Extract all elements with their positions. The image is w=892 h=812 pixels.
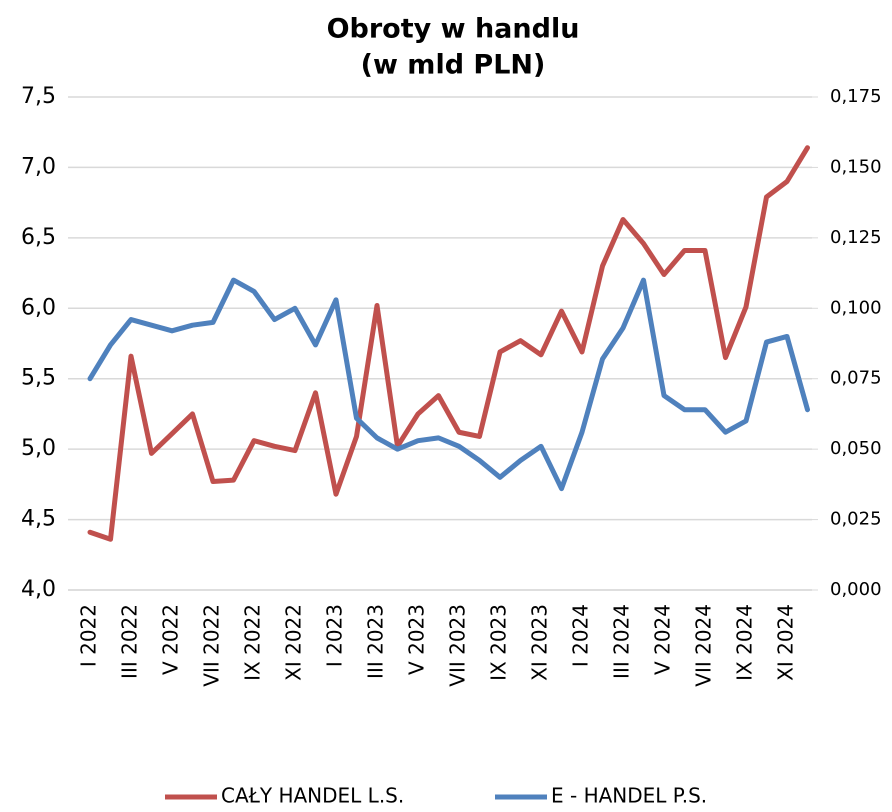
x-tick-label: IX 2022 — [241, 604, 265, 681]
x-tick-label: IX 2023 — [487, 604, 511, 681]
y-tick-label: 6,5 — [21, 225, 56, 250]
x-tick-label: III 2022 — [118, 604, 142, 679]
legend-label: E - HANDEL P.S. — [551, 784, 707, 808]
data-line — [87, 277, 810, 492]
y2-tick-label: 0,000 — [830, 579, 882, 600]
y2-tick-label: 0,125 — [830, 227, 882, 248]
x-tick-label: I 2024 — [569, 604, 593, 667]
y-tick-label: 4,0 — [21, 577, 56, 602]
data-line — [87, 145, 810, 542]
x-tick-label: XI 2022 — [282, 604, 306, 681]
x-tick-label: III 2023 — [364, 604, 388, 679]
x-tick-label: XI 2024 — [774, 604, 798, 681]
x-tick-label: XI 2023 — [528, 604, 552, 681]
y-tick-label: 4,5 — [21, 507, 56, 532]
x-tick-label: VII 2022 — [200, 604, 224, 687]
chart-subtitle: (w mld PLN) — [361, 50, 546, 81]
y-tick-label: 5,5 — [21, 366, 56, 391]
x-tick-label: VII 2024 — [692, 604, 716, 687]
y2-tick-label: 0,075 — [830, 368, 882, 389]
y2-tick-label: 0,100 — [830, 297, 882, 318]
x-tick-label: I 2023 — [323, 604, 347, 667]
x-tick-label: V 2023 — [405, 604, 429, 675]
chart-title: Obroty w handlu — [327, 14, 580, 45]
x-tick-label: III 2024 — [610, 604, 634, 679]
y2-tick-label: 0,050 — [830, 438, 882, 459]
y2-tick-label: 0,150 — [830, 156, 882, 177]
legend-label: CAŁY HANDEL L.S. — [221, 784, 404, 808]
x-tick-label: V 2024 — [651, 604, 675, 675]
x-tick-label: V 2022 — [159, 604, 183, 675]
y-tick-label: 5,0 — [21, 436, 56, 461]
y2-tick-label: 0,175 — [830, 86, 882, 107]
x-tick-label: I 2022 — [77, 604, 101, 667]
y-tick-label: 7,0 — [21, 154, 56, 179]
x-tick-label: VII 2023 — [446, 604, 470, 687]
x-tick-label: IX 2024 — [733, 604, 757, 681]
y2-tick-label: 0,025 — [830, 509, 882, 530]
y-tick-label: 6,0 — [21, 295, 56, 320]
y-tick-label: 7,5 — [21, 84, 56, 109]
